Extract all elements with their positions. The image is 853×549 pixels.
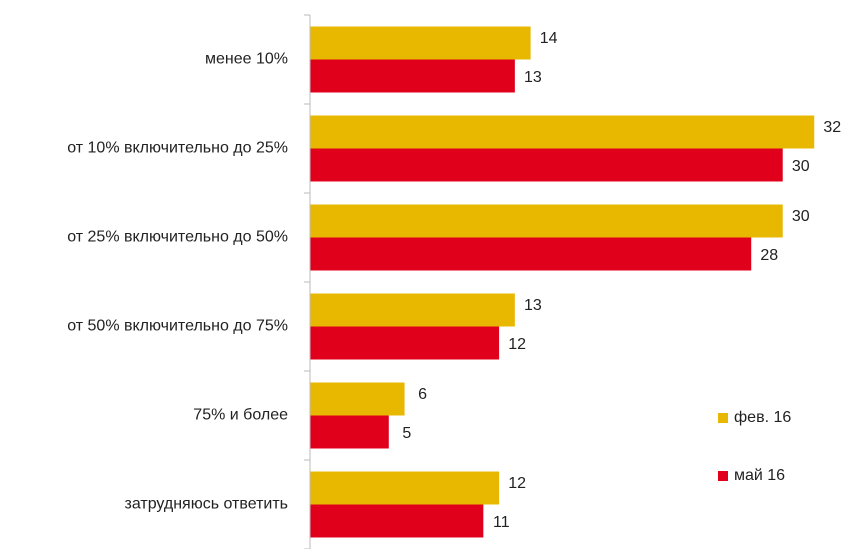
y-tick-label: менее 10% xyxy=(205,51,288,68)
bar xyxy=(310,237,752,271)
bar xyxy=(310,148,783,182)
bar xyxy=(310,382,405,416)
legend-swatch xyxy=(718,413,728,423)
data-label: 30 xyxy=(792,208,810,225)
bar xyxy=(310,59,515,93)
bar xyxy=(310,471,500,505)
y-tick-label: 75% и более xyxy=(193,407,288,424)
bar xyxy=(310,204,783,238)
y-tick-label: от 10% включительно до 25% xyxy=(67,140,288,157)
data-label: 6 xyxy=(418,386,427,403)
bar xyxy=(310,26,531,60)
legend-swatch xyxy=(718,471,728,481)
data-label: 12 xyxy=(508,336,526,353)
y-tick-label: затрудняюсь ответить xyxy=(124,496,288,513)
data-label: 12 xyxy=(508,475,526,492)
data-label: 32 xyxy=(823,119,841,136)
data-label: 13 xyxy=(524,69,542,86)
data-label: 28 xyxy=(760,247,778,264)
bar xyxy=(310,115,815,149)
bar xyxy=(310,415,389,449)
data-label: 11 xyxy=(493,514,510,531)
y-tick-label: от 25% включительно до 50% xyxy=(67,229,288,246)
legend-label: фев. 16 xyxy=(734,409,791,426)
data-label: 13 xyxy=(524,297,542,314)
bar xyxy=(310,326,500,360)
bar xyxy=(310,293,515,327)
data-label: 5 xyxy=(402,425,411,442)
y-tick-label: от 50% включительно до 75% xyxy=(67,318,288,335)
legend-label: май 16 xyxy=(734,467,785,484)
bar xyxy=(310,504,484,538)
data-label: 30 xyxy=(792,158,810,175)
data-label: 14 xyxy=(540,30,558,47)
